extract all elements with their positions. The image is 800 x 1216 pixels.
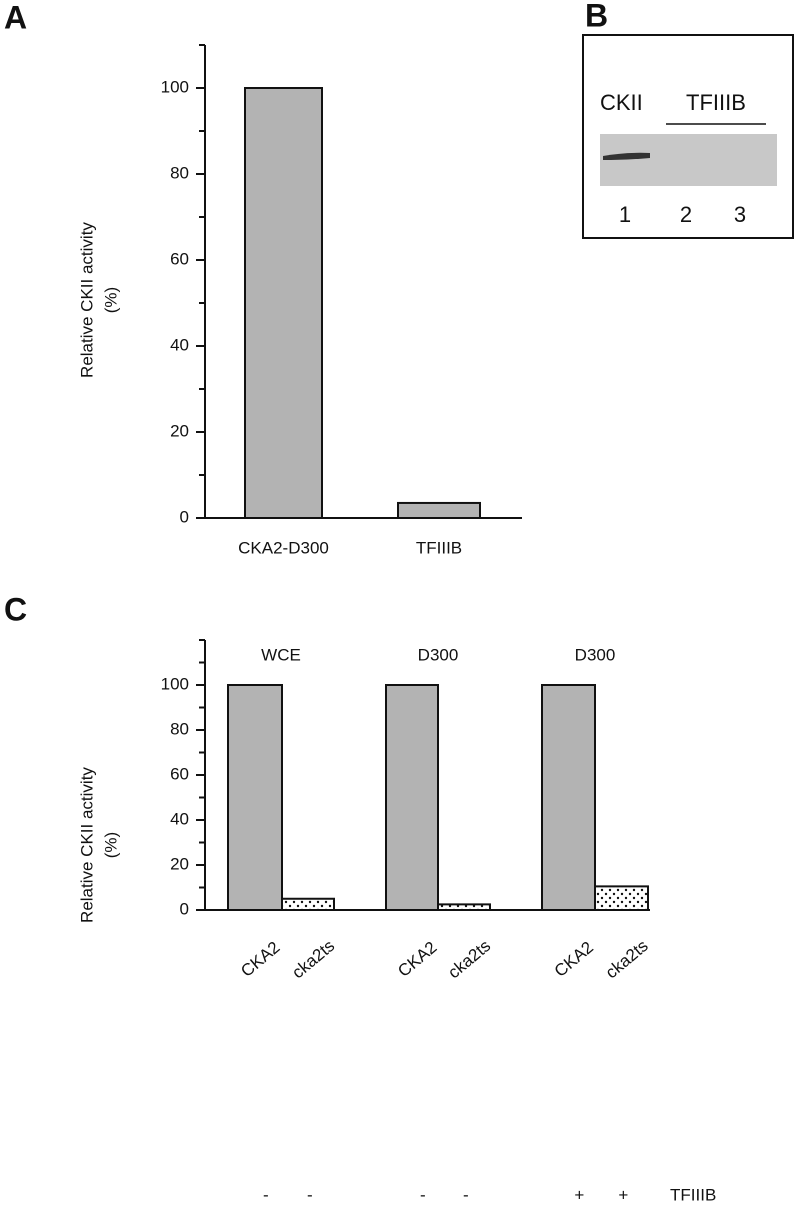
group-label: D300 bbox=[418, 645, 459, 664]
lane-number: 3 bbox=[734, 202, 746, 227]
group-label: D300 bbox=[575, 645, 616, 664]
treatment-label: TFIIIB bbox=[670, 1185, 716, 1204]
treatment-sign: - bbox=[263, 1185, 269, 1204]
y-tick-label: 0 bbox=[180, 899, 189, 918]
treatment-sign: - bbox=[307, 1185, 313, 1204]
bar bbox=[244, 87, 323, 519]
y-tick-label: 80 bbox=[170, 163, 189, 182]
y-tick-label: 40 bbox=[170, 809, 189, 828]
y-tick-label: 60 bbox=[170, 249, 189, 268]
panel-label: B bbox=[585, 0, 608, 33]
lane-number: 1 bbox=[619, 202, 631, 227]
y-tick-label: 20 bbox=[170, 854, 189, 873]
x-tick-label: CKA2 bbox=[237, 938, 283, 981]
x-tick-label: cka2ts bbox=[602, 936, 652, 982]
x-tick-label: CKA2-D300 bbox=[238, 538, 329, 557]
x-tick-label: cka2ts bbox=[444, 936, 494, 982]
panel-label: C bbox=[4, 591, 27, 627]
bar bbox=[437, 903, 491, 911]
y-axis-label: Relative CKII activity bbox=[77, 767, 96, 923]
blot-panel: CKII TFIIIB 1 2 3 bbox=[582, 34, 794, 239]
blot-band bbox=[603, 152, 650, 160]
lane-header: TFIIIB bbox=[686, 90, 746, 115]
y-axis-label: Relative CKII activity bbox=[77, 222, 96, 378]
y-axis-label: (%) bbox=[101, 287, 120, 313]
bar bbox=[281, 897, 335, 911]
bar bbox=[227, 684, 283, 911]
y-tick-label: 40 bbox=[170, 335, 189, 354]
x-tick-label: TFIIIB bbox=[416, 538, 462, 557]
panel-label: A bbox=[4, 0, 27, 35]
x-tick-label: CKA2 bbox=[394, 938, 440, 981]
treatment-sign: - bbox=[420, 1185, 426, 1204]
treatment-sign: + bbox=[618, 1185, 628, 1204]
lane-number: 2 bbox=[680, 202, 692, 227]
y-tick-label: 100 bbox=[161, 674, 189, 693]
group-label: WCE bbox=[261, 645, 301, 664]
treatment-sign: - bbox=[463, 1185, 469, 1204]
bar bbox=[385, 684, 439, 911]
bar bbox=[594, 885, 649, 911]
blot-image bbox=[600, 134, 777, 186]
y-tick-label: 0 bbox=[180, 507, 189, 526]
y-axis-label: (%) bbox=[101, 832, 120, 858]
y-tick-label: 20 bbox=[170, 421, 189, 440]
bar bbox=[541, 684, 596, 911]
y-tick-label: 60 bbox=[170, 764, 189, 783]
y-tick-label: 80 bbox=[170, 719, 189, 738]
treatment-sign: + bbox=[574, 1185, 584, 1204]
x-tick-label: CKA2 bbox=[551, 938, 597, 981]
y-tick-label: 100 bbox=[161, 77, 189, 96]
bar bbox=[397, 501, 481, 520]
lane-header: CKII bbox=[600, 90, 643, 115]
x-tick-label: cka2ts bbox=[288, 936, 338, 982]
